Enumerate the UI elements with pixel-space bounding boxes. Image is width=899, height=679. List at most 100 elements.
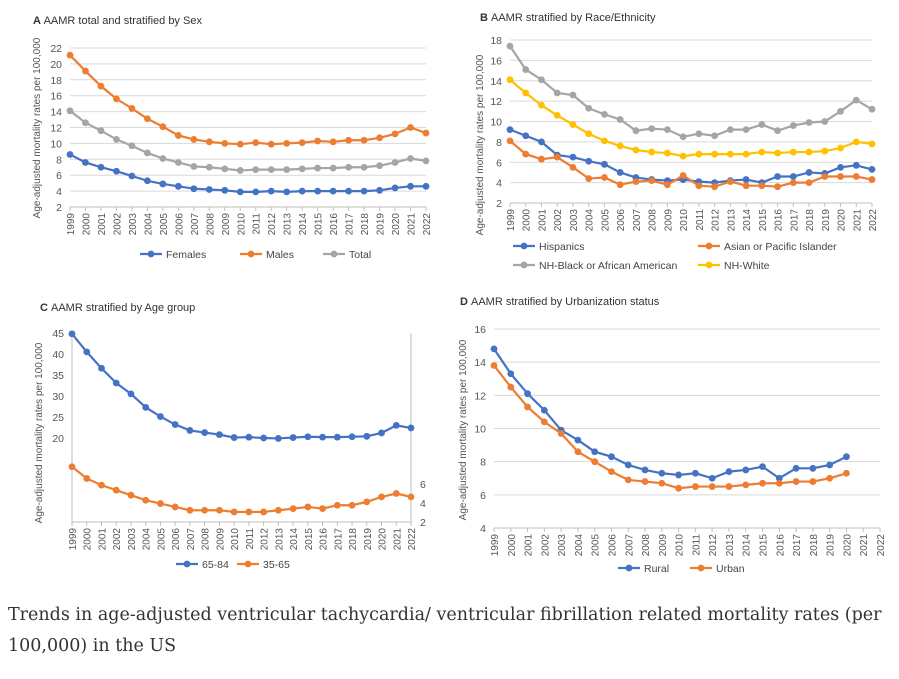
chart-d-title-text: AAMR stratified by Urbanization status [471,296,660,308]
chart-b-data-point [726,178,734,186]
chart-d-data-point [490,362,498,369]
chart-c-data-point [333,501,341,509]
chart-a-x-tick-label: 2013 [283,213,294,236]
chart-b-data-point [569,153,577,161]
chart-d-y-tick-label: 6 [480,490,486,502]
chart-b-data-point [506,137,514,145]
chart-b-data-point [758,121,766,128]
chart-b-data-point [569,91,577,99]
chart-c-data-point [319,433,326,441]
chart-a-data-point [113,167,120,175]
chart-d-data-point [809,464,817,472]
chart-a-data-point [236,167,244,174]
chart-c-y-axis-label: Age-adjusted mortality rates per 100,000 [34,342,45,523]
chart-d-title: D AAMR stratified by Urbanization status [460,296,660,308]
chart-b-y-tick-label: 2 [496,198,502,210]
chart-c-data-point [171,421,179,428]
chart-c-x-tick-label: 2003 [127,528,138,551]
chart-a-legend-label: Males [266,249,294,261]
chart-c-legend-label: 65-84 [202,559,229,571]
chart-a-data-point [267,166,275,174]
chart-b-x-tick-label: 2001 [537,209,548,232]
chart-d-data-point [725,468,733,476]
chart-d-y-tick-label: 8 [480,457,486,469]
chart-c-data-point [127,390,135,398]
chart-a-data-point [221,140,229,147]
chart-a-data-point [82,67,89,75]
chart-c-x-tick-label: 2006 [171,528,182,551]
chart-b-title-text: AAMR stratified by Race/Ethnicity [491,12,656,24]
chart-c-data-point [274,435,282,442]
chart-b-data-point [868,105,876,113]
chart-a-data-point [82,119,89,127]
chart-b-data-point [632,146,640,154]
chart-d-x-tick-label: 2005 [591,534,602,557]
chart-b-data-point [616,169,624,176]
chart-b-y-tick-label: 18 [490,35,502,47]
chart-a-legend-label: Total [349,249,371,261]
chart-c-data-point [157,500,164,507]
chart-b-data-point [789,179,797,187]
chart-b-data-point [758,148,766,156]
chart-d-data-point [691,469,699,477]
chart-c-data-point [392,490,400,497]
chart-a-x-tick-label: 2020 [391,213,402,236]
chart-c-legend-marker [183,560,191,568]
chart-a-x-tick-label: 2017 [345,213,356,236]
chart-b-data-point [742,176,750,183]
chart-a-x-tick-label: 2007 [190,213,201,236]
chart-b-legend-marker [705,261,713,269]
chart-c-y-right-tick-label: 4 [420,498,426,510]
chart-a-x-tick-label: 2014 [298,213,309,236]
chart-c-y-right-tick-label: 2 [420,517,426,529]
chart-d-data-point [775,479,783,487]
chart-b-data-point [837,173,844,180]
chart-d-data-point [691,483,699,490]
chart-d-x-tick-label: 2006 [607,534,618,557]
chart-d-data-point [843,469,850,477]
chart-d-x-tick-label: 2011 [691,534,702,556]
chart-b-data-point [522,66,530,73]
chart-a-x-tick-label: 2004 [143,213,154,236]
chart-d-data-point [608,468,615,476]
chart-d-legend-marker [697,564,705,572]
chart-b-data-point [616,116,624,123]
chart-c-data-point [333,433,341,441]
chart-a-data-point [205,138,213,146]
chart-b-x-tick-label: 2005 [600,209,611,232]
chart-a-data-point [113,95,120,103]
chart-b-data-point [711,150,719,158]
chart-a-y-tick-label: 8 [56,154,62,166]
chart-b-data-point [538,76,545,84]
chart-a-y-tick-label: 18 [50,75,62,87]
chart-c-title: C AAMR stratified by Age group [40,302,195,314]
chart-a-title-letter: A [33,15,44,27]
chart-c-data-point [319,505,326,512]
chart-b-data-point [632,127,640,135]
chart-a-data-point [314,137,322,145]
chart-a-data-point [190,185,198,193]
chart-b-data-point [711,132,719,140]
chart-a-x-tick-label: 2016 [329,213,340,236]
chart-b-x-tick-label: 2016 [774,209,785,232]
chart-d-y-tick-label: 4 [480,523,486,535]
chart-a-data-point [190,136,198,143]
chart-b-data-point [522,89,530,97]
chart-a-data-point [66,107,74,115]
chart-c-data-point [230,434,238,441]
chart-d-title-letter: D [460,296,471,308]
chart-d-x-tick-label: 2008 [641,534,652,557]
chart-d-x-tick-label: 2020 [842,534,853,557]
chart-c-data-point [98,481,105,489]
chart-b-legend-marker [705,242,713,250]
chart-c-data-point [289,505,297,512]
chart-d-data-point [658,469,666,477]
chart-b-data-point [585,157,593,165]
chart-d-data-point [624,461,632,469]
chart-a-data-point [128,172,136,180]
chart-a-x-tick-label: 2005 [159,213,170,236]
chart-b-data-point [506,126,514,134]
chart-d-data-point [675,484,683,492]
chart-c-x-tick-label: 2011 [245,528,256,550]
chart-c-x-tick-label: 2016 [319,528,330,551]
